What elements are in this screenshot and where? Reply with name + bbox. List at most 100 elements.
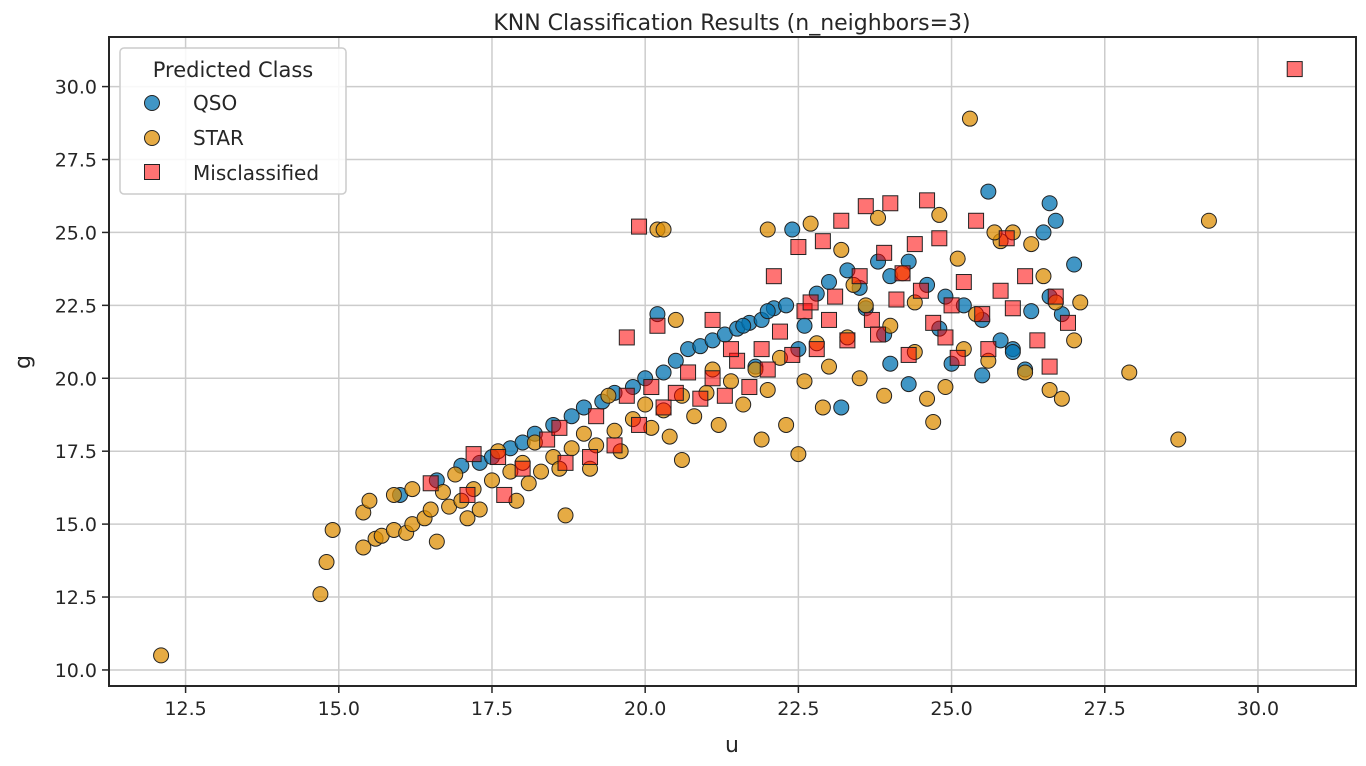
y-tick-label: 12.5 <box>55 587 97 609</box>
x-tick-label: 12.5 <box>164 698 206 720</box>
point-qso <box>778 297 795 314</box>
point-star <box>673 451 690 468</box>
point-star <box>428 533 445 550</box>
point-misclassified <box>851 268 868 285</box>
point-misclassified <box>618 329 635 346</box>
point-misclassified <box>680 364 697 381</box>
point-star <box>710 416 727 433</box>
point-misclassified <box>1004 300 1021 317</box>
point-misclassified <box>790 239 807 256</box>
point-misclassified <box>912 282 929 299</box>
point-misclassified <box>876 244 893 261</box>
point-misclassified <box>802 294 819 311</box>
point-qso <box>759 303 776 320</box>
point-misclassified <box>465 446 482 463</box>
plot-frame <box>108 36 1357 687</box>
point-misclassified <box>1041 358 1058 375</box>
point-star <box>385 486 402 503</box>
point-star <box>361 492 378 509</box>
point-star <box>533 463 550 480</box>
point-misclassified <box>741 379 758 396</box>
point-misclassified <box>514 460 531 477</box>
point-star <box>833 241 850 258</box>
data-points <box>153 61 1303 664</box>
x-axis-ticks: 12.5 15.0 17.5 20.0 22.5 25.0 27.5 30.0 <box>164 686 1279 720</box>
point-misclassified <box>931 230 948 247</box>
point-misclassified <box>784 346 801 363</box>
legend-marker-qso <box>144 95 160 111</box>
point-misclassified <box>857 198 874 215</box>
legend-label-star: STAR <box>193 126 244 150</box>
point-misclassified <box>1029 332 1046 349</box>
point-misclassified <box>765 268 782 285</box>
point-qso <box>575 399 592 416</box>
point-qso <box>882 355 899 372</box>
point-misclassified <box>771 323 788 340</box>
point-misclassified <box>919 192 936 209</box>
point-qso <box>655 364 672 381</box>
point-misclassified <box>1059 314 1076 331</box>
point-misclassified <box>1017 268 1034 285</box>
point-misclassified <box>925 314 942 331</box>
point-star <box>1017 364 1034 381</box>
point-star <box>851 370 868 387</box>
legend: Predicted Class QSO STAR Misclassified <box>119 47 347 195</box>
x-tick-label: 17.5 <box>471 698 513 720</box>
chart-title: KNN Classification Results (n_neighbors=… <box>493 11 970 36</box>
point-star <box>882 317 899 334</box>
point-star <box>1072 294 1089 311</box>
point-star <box>778 416 795 433</box>
point-misclassified <box>974 306 991 323</box>
point-misclassified <box>900 346 917 363</box>
point-misclassified <box>955 274 972 291</box>
point-star <box>1035 268 1052 285</box>
point-misclassified <box>631 416 648 433</box>
point-misclassified <box>490 449 507 466</box>
point-star <box>686 408 703 425</box>
x-tick-label: 25.0 <box>930 698 972 720</box>
point-qso <box>992 332 1009 349</box>
point-star <box>790 446 807 463</box>
point-star <box>557 507 574 524</box>
point-star <box>949 250 966 267</box>
point-misclassified <box>949 349 966 366</box>
x-tick-label: 22.5 <box>777 698 819 720</box>
point-misclassified <box>870 326 887 343</box>
point-qso <box>563 408 580 425</box>
point-qso <box>833 399 850 416</box>
point-star <box>422 501 439 518</box>
point-qso <box>974 367 991 384</box>
point-misclassified <box>937 329 954 346</box>
point-misclassified <box>422 475 439 492</box>
point-star <box>1121 364 1138 381</box>
point-misclassified <box>882 195 899 212</box>
point-misclassified <box>888 291 905 308</box>
point-qso <box>1047 212 1064 229</box>
point-misclassified <box>992 282 1009 299</box>
point-misclassified <box>631 218 648 235</box>
point-misclassified <box>821 311 838 328</box>
point-star <box>575 425 592 442</box>
point-star <box>1066 332 1083 349</box>
x-axis-label: u <box>725 733 739 758</box>
point-misclassified <box>618 387 635 404</box>
point-star <box>661 428 678 445</box>
point-misclassified <box>943 297 960 314</box>
point-misclassified <box>704 311 721 328</box>
legend-marker-star <box>144 130 160 146</box>
point-misclassified <box>643 379 660 396</box>
point-qso <box>667 352 684 369</box>
point-misclassified <box>808 341 825 358</box>
point-star <box>471 501 488 518</box>
point-star <box>759 221 776 238</box>
point-misclassified <box>827 288 844 305</box>
point-star <box>1170 431 1187 448</box>
point-misclassified <box>704 370 721 387</box>
y-tick-label: 10.0 <box>55 660 97 682</box>
point-star <box>925 414 942 431</box>
legend-box <box>119 47 347 195</box>
point-qso <box>1023 303 1040 320</box>
y-tick-label: 20.0 <box>55 368 97 390</box>
point-misclassified <box>980 341 997 358</box>
